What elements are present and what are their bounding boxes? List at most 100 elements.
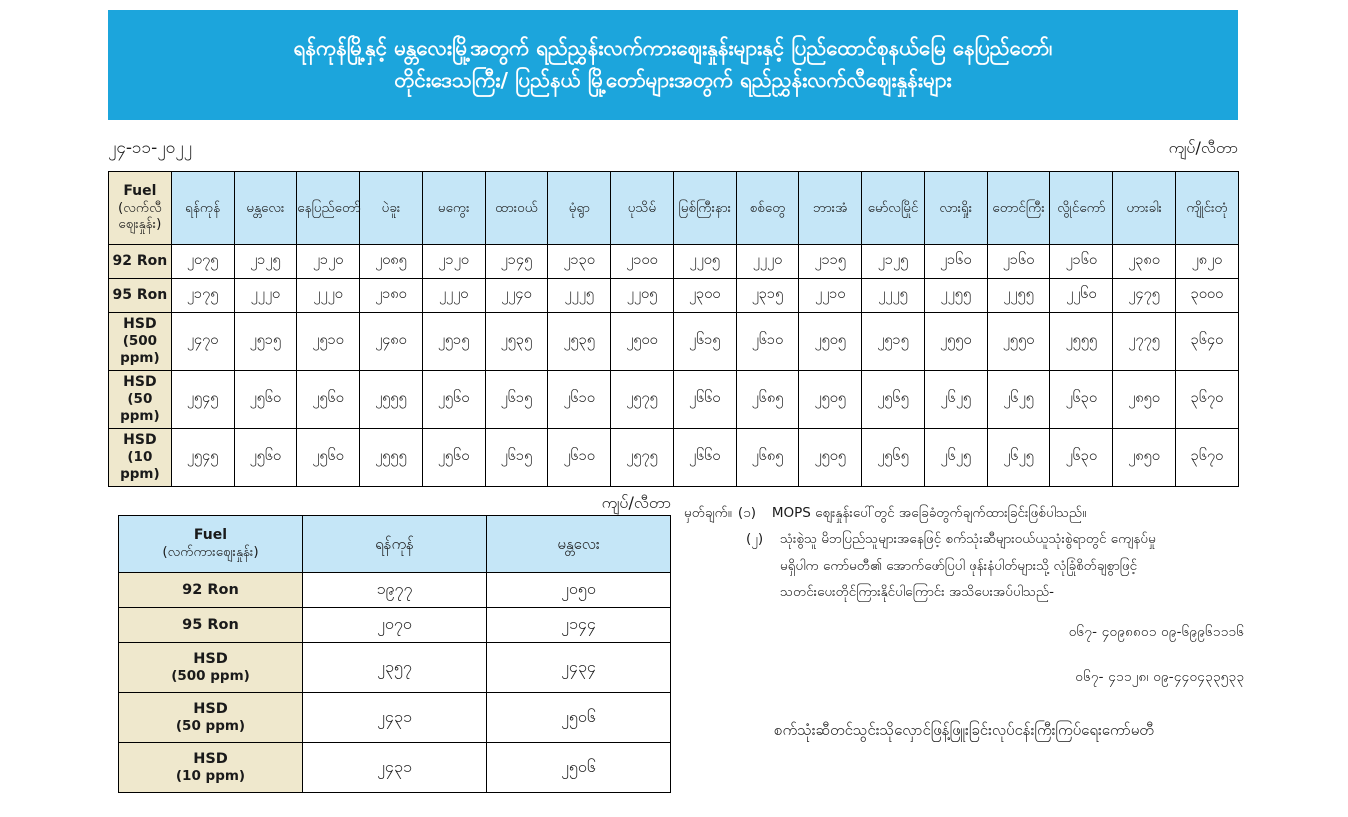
note-item-1: မှတ်ချက်။ (၁) MOPS ဈေးနှုန်းပေါ်တွင် အခြ… [684,500,1244,526]
retail-price-cell: ၂၅၅၀ [986,312,1051,371]
wholesale-price-cell: ၂၄၃၁ [302,742,487,793]
retail-price-cell: ၂၅၃၅ [547,312,612,371]
retail-fuel-label-main: HSD [123,373,157,390]
report-date: ၂၄-၁၁-၂၀၂၂ [108,137,192,158]
wholesale-fuel-label-sub: (500 ppm) [171,668,250,685]
retail-fuel-label-main: HSD [123,315,157,332]
note-item-2-cont-2: သတင်းပေးတိုင်ကြားနိုင်ပါကြောင်း အသိပေးအပ… [746,579,1244,605]
retail-price-cell: ၂၁၀၀ [610,244,674,279]
wholesale-fuel-header-en: Fuel [193,526,228,543]
retail-city-header: ပုသိမ် [610,171,674,245]
wholesale-table-row: 95 Ron ၂၀၇၀ ၂၁၄၄ [118,607,671,643]
retail-fuel-header-my: (လက်လီဈေးနှုန်း) [117,200,162,233]
retail-price-cell: ၂၅၀၅ [798,370,863,429]
retail-city-header: ဟားခါး [1112,171,1177,245]
retail-price-cell: ၃၆၄၀ [1175,312,1239,371]
retail-price-cell: ၂၈၂၀ [1175,244,1239,279]
retail-price-cell: ၂၅၇၅ [610,370,674,429]
wholesale-fuel-label-main: HSD [193,701,228,717]
retail-price-cell: ၂၀၇၅ [170,244,235,279]
retail-price-cell: ၂၁၁၅ [798,244,863,279]
retail-fuel-label-sub: (50 ppm) [120,391,160,425]
retail-price-cell: ၂၄၇၅ [1112,278,1177,313]
retail-price-cell: ၂၂၂၀ [233,278,298,313]
contact-phone-line-1: ၀၆၇- ၄၀၉၈၈၀၁ ၀၉-၆၉၉၆၁၁၁၆ [1068,624,1244,641]
retail-city-header: နေပြည်တော် [296,171,361,245]
wholesale-city-header: မန္တလေး [486,515,671,573]
retail-price-cell: ၂၂၂၀ [421,278,486,313]
retail-price-cell: ၃၆၇၀ [1175,428,1239,487]
retail-price-cell: ၂၅၅၀ [923,312,988,371]
retail-price-cell: ၂၅၆၀ [296,370,361,429]
retail-price-cell: ၂၆၆၀ [672,428,737,487]
retail-price-cell: ၂၁၃၀ [547,244,612,279]
retail-city-header: မန္တလေး [233,171,298,245]
wholesale-table-row: HSD (50 ppm) ၂၄၃၁ ၂၅၀၆ [118,692,671,743]
retail-price-cell: ၂၅၇၅ [610,428,674,487]
retail-price-table: Fuel (လက်လီဈေးနှုန်း) ရန်ကုန် မန္တလေး နေပြ… [108,171,1239,487]
note-1-marker: (၁) [737,505,757,521]
retail-price-cell: ၂၃၀၀ [672,278,737,313]
retail-price-cell: ၂၃၁၅ [735,278,800,313]
wholesale-fuel-label: 92 Ron [118,572,303,608]
retail-price-cell: ၂၂၂၅ [861,278,925,313]
retail-price-cell: ၂၅၄၅ [170,370,235,429]
retail-price-cell: ၂၅၆၀ [233,370,298,429]
retail-price-cell: ၂၁၆၀ [923,244,988,279]
retail-price-cell: ၂၅၆၀ [421,428,486,487]
retail-price-cell: ၂၅၁၀ [296,312,361,371]
note-2-line-3: သတင်းပေးတိုင်ကြားနိုင်ပါကြောင်း အသိပေးအပ… [780,583,1054,600]
wholesale-unit-label: ကျပ်/လီတာ [601,493,671,512]
retail-table-row: HSD (500 ppm) ၂၄၇၀ ၂၅၁၅ ၂၅၁၀ ၂၄၈၀ ၂၅၁၅ ၂၅၃၅ ၂၅၃၅… [108,312,1239,371]
wholesale-fuel-label: HSD (50 ppm) [118,692,303,743]
meta-row: ၂၄-၁၁-၂၀၂၂ ကျပ်/လီတာ [108,134,1238,164]
retail-fuel-label: 95 Ron [108,278,172,313]
retail-fuel-label-main: 95 Ron [112,286,168,303]
retail-price-cell: ၂၆၃၀ [1049,370,1114,429]
retail-price-cell: ၂၇၇၅ [1112,312,1177,371]
note-1-text: MOPS ဈေးနှုန်းပေါ်တွင် အခြေခံတွက်ချက်ထား… [771,505,1087,521]
retail-price-table-wrap: Fuel (လက်လီဈေးနှုန်း) ရန်ကုန် မန္တလေး နေပြ… [108,171,1239,487]
retail-price-cell: ၂၅၆၀ [296,428,361,487]
notes-block: မှတ်ချက်။ (၁) MOPS ဈေးနှုန်းပေါ်တွင် အခြ… [684,500,1244,745]
retail-price-cell: ၂၅၆၀ [233,428,298,487]
wholesale-fuel-label-main: 92 Ron [182,581,239,598]
retail-fuel-label: 92 Ron [108,244,172,279]
wholesale-price-cell: ၂၀၅၀ [486,572,671,608]
retail-price-cell: ၂၅၁၅ [233,312,298,371]
retail-price-cell: ၂၆၃၀ [1049,428,1114,487]
retail-price-cell: ၂၄၇၀ [170,312,235,371]
retail-price-cell: ၂၅၀၀ [610,312,674,371]
retail-price-cell: ၂၂၆၀ [1049,278,1114,313]
wholesale-table-row: 92 Ron ၁၉၇၇ ၂၀၅၀ [118,572,671,608]
retail-price-cell: ၂၅၁၅ [421,312,486,371]
retail-price-cell: ၂၂၄၀ [484,278,549,313]
wholesale-price-table: Fuel (လက်ကားဈေးနှုန်း) ရန်ကုန် မန္တလေး 92… [118,515,671,793]
retail-price-cell: ၂၆၈၅ [735,428,800,487]
retail-fuel-label-sub: (10 ppm) [120,449,160,483]
retail-fuel-column-header: Fuel (လက်လီဈေးနှုန်း) [108,171,172,245]
retail-table-row: HSD (10 ppm) ၂၅၄၅ ၂၅၆၀ ၂၅၆၀ ၂၅၅၅ ၂၅၆၀ ၂၆၁၅ ၂၆၁၀၂… [108,428,1239,487]
retail-city-header: ဘားအံ [798,171,863,245]
retail-price-cell: ၂၃၈၀ [1112,244,1177,279]
retail-fuel-label-sub: (500 ppm) [120,333,160,367]
retail-price-cell: ၂၅၅၅ [359,370,423,429]
retail-city-header: ကျိုင်းတုံ [1175,171,1239,245]
retail-price-cell: ၂၂၂၅ [547,278,612,313]
retail-price-cell: ၂၁၈၀ [359,278,423,313]
title-banner: ရန်ကုန်မြို့နှင့် မန္တလေးမြို့အတွက် ရည်ည… [108,10,1238,120]
retail-city-header: ရန်ကုန် [170,171,235,245]
retail-price-cell: ၂၁၆၀ [1049,244,1114,279]
retail-price-cell: ၂၆၁၅ [484,428,549,487]
retail-price-cell: ၂၅၆၅ [861,428,925,487]
wholesale-fuel-header-my: (လက်ကားဈေးနှုန်း) [162,544,259,561]
retail-table-row: 95 Ron ၂၁၇၅ ၂၂၂၀ ၂၂၂၀ ၂၁၈၀ ၂၂၂၀ ၂၂၄၀ ၂၂၂၅ ၂၂၀၅ ၂၃… [108,278,1239,313]
retail-city-header: မကွေး [421,171,486,245]
retail-price-cell: ၂၁၂၀ [296,244,361,279]
retail-price-cell: ၂၆၁၀ [735,312,800,371]
retail-price-cell: ၂၆၂၅ [986,370,1051,429]
retail-price-cell: ၂၈၅၀ [1112,428,1177,487]
retail-city-header: စစ်တွေ [735,171,800,245]
retail-fuel-label-main: HSD [123,431,157,448]
retail-price-cell: ၂၆၁၅ [484,370,549,429]
